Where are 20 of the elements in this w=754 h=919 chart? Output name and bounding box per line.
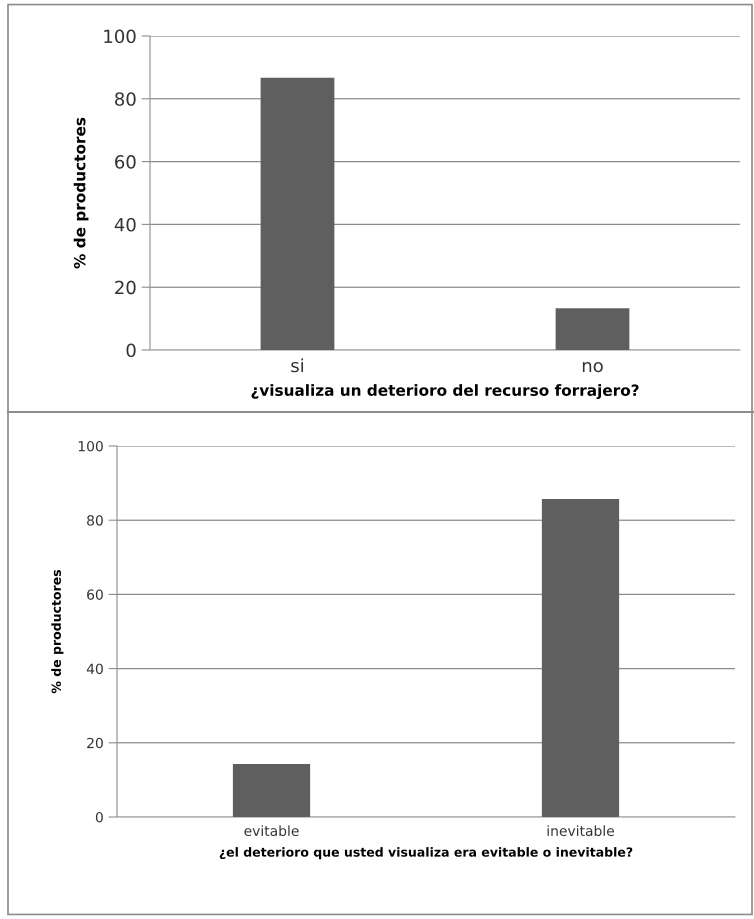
y-tick-label: 80 (115, 92, 136, 106)
y-axis-title: % de productores (51, 570, 64, 694)
y-tick-label: 20 (87, 738, 103, 748)
y-tick-label: 100 (78, 440, 103, 452)
x-axis-title: ¿visualiza un deterioro del recurso forrajero? (251, 384, 639, 400)
y-tick-label: 40 (86, 664, 103, 674)
y-tick-label: 0 (126, 343, 136, 358)
y-tick-label: 60 (87, 589, 103, 600)
x-tick-label: no (582, 362, 603, 372)
x-axis-title: ¿el deterioro que usted visualiza era evitable o inevitable? (220, 847, 632, 860)
y-tick-label: 60 (115, 155, 136, 169)
x-tick-label: si (291, 358, 304, 372)
y-axis-title: % de productores (74, 118, 88, 268)
y-tick-label: 100 (104, 29, 136, 44)
y-tick-label: 80 (87, 515, 103, 526)
y-tick-label: 40 (114, 218, 136, 232)
x-tick-label: evitable (244, 825, 299, 836)
y-tick-label: 0 (96, 812, 103, 822)
x-tick-label: inevitable (548, 825, 614, 836)
y-tick-label: 20 (115, 280, 136, 294)
